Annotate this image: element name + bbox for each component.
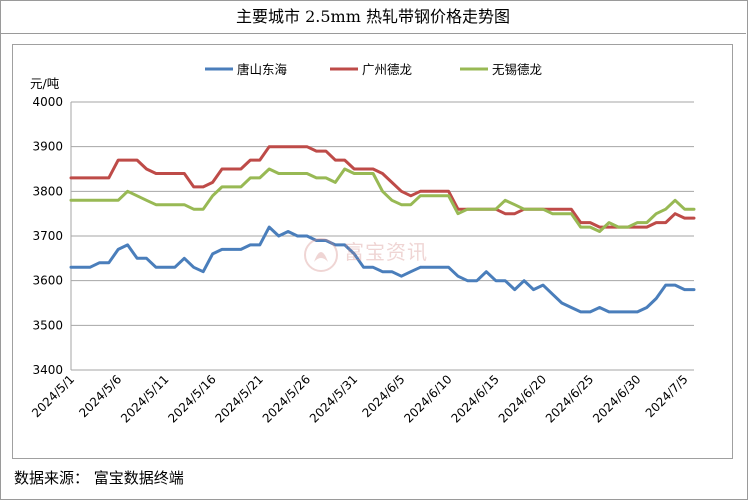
- x-tick-label: 2024/6/20: [496, 372, 549, 425]
- chart-title: 主要城市 2.5mm 热轧带钢价格走势图: [0, 0, 746, 34]
- y-axis-unit-label: 元/吨: [30, 76, 60, 91]
- x-tick-label: 2024/6/30: [590, 372, 643, 425]
- y-axis-ticks: 3400 3500 3600 3700 3800 3900 4000: [32, 95, 63, 377]
- legend-label-2: 无锡德龙: [492, 62, 542, 77]
- x-tick-label: 2024/5/1: [29, 372, 77, 420]
- x-tick: 2024/6/10: [401, 372, 454, 425]
- watermark-logo-icon: [304, 238, 338, 272]
- x-tick: 2024/7/5: [643, 372, 691, 420]
- series-lines: [69, 145, 696, 314]
- x-tick-label: 2024/5/11: [118, 372, 171, 425]
- x-tick: 2024/6/15: [448, 372, 501, 425]
- y-tick-label: 3500: [32, 318, 63, 332]
- legend-label-1: 广州德龙: [362, 62, 412, 77]
- x-tick: 2024/5/1: [29, 372, 77, 420]
- x-tick-label: 2024/5/21: [213, 372, 266, 425]
- x-tick-label: 2024/6/5: [359, 372, 407, 420]
- x-tick-label: 2024/5/16: [165, 372, 218, 425]
- y-tick-label: 4000: [32, 95, 63, 109]
- x-tick-label: 2024/6/15: [448, 372, 501, 425]
- x-tick: 2024/5/21: [213, 372, 266, 425]
- x-tick: 2024/6/25: [543, 372, 596, 425]
- y-tick-label: 3900: [32, 140, 63, 154]
- watermark-text: 富宝资讯: [344, 240, 428, 264]
- x-tick: 2024/6/20: [496, 372, 549, 425]
- plot-area-border: [12, 44, 733, 459]
- data-source-note: 数据来源： 富宝数据终端: [14, 469, 184, 487]
- series-line-2: [69, 167, 696, 233]
- x-tick: 2024/5/11: [118, 372, 171, 425]
- y-tick-label: 3400: [32, 363, 63, 377]
- x-axis-ticks: 2024/5/1 2024/5/62024/5/112024/5/162024/5…: [29, 372, 691, 425]
- x-tick: 2024/5/6: [76, 372, 124, 420]
- x-tick: 2024/6/5: [359, 372, 407, 420]
- legend-label-0: 唐山东海: [237, 62, 288, 77]
- x-tick: 2024/5/31: [307, 372, 360, 425]
- x-tick-label: 2024/7/5: [643, 372, 691, 420]
- legend: 唐山东海 广州德龙 无锡德龙: [205, 62, 542, 77]
- watermark: 富宝资讯: [300, 232, 430, 292]
- x-tick-label: 2024/5/26: [260, 372, 313, 425]
- x-tick-label: 2024/6/10: [401, 372, 454, 425]
- y-tick-label: 3600: [32, 274, 63, 288]
- series-line-1: [69, 145, 696, 229]
- y-tick-label: 3700: [32, 229, 63, 243]
- x-tick-label: 2024/6/25: [543, 372, 596, 425]
- x-tick: 2024/5/16: [165, 372, 218, 425]
- x-tick: 2024/5/26: [260, 372, 313, 425]
- x-tick-label: 2024/5/31: [307, 372, 360, 425]
- y-tick-label: 3800: [32, 184, 63, 198]
- series-line-0: [69, 225, 696, 314]
- gridlines: [70, 101, 694, 371]
- x-tick-label: 2024/5/6: [76, 372, 124, 420]
- x-tick: 2024/6/30: [590, 372, 643, 425]
